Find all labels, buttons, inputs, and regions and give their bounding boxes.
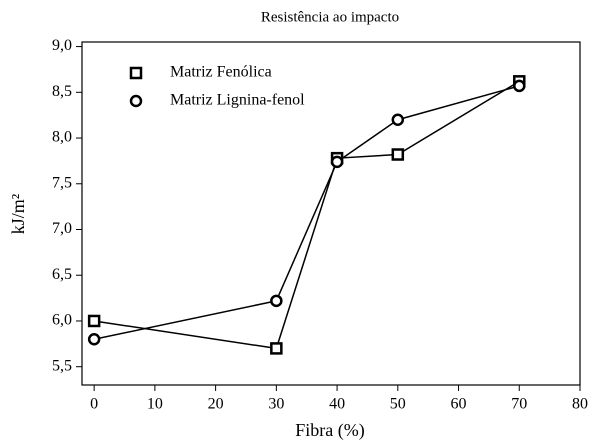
y-tick-label: 9,0: [52, 37, 72, 54]
x-tick-label: 0: [90, 396, 98, 413]
x-tick-label: 10: [147, 396, 163, 413]
x-tick-label: 80: [572, 396, 588, 413]
x-tick-label: 70: [511, 396, 527, 413]
plot-frame: [81, 41, 581, 386]
y-tick-label: 8,0: [52, 129, 72, 146]
series-line: [93, 85, 520, 341]
legend-marker: [129, 94, 143, 108]
x-tick-label: 60: [451, 396, 467, 413]
y-tick-label: 6,0: [52, 312, 72, 329]
series-line: [94, 80, 520, 350]
x-axis-label: Fibra (%): [295, 420, 364, 441]
y-tick-label: 6,5: [52, 266, 72, 283]
x-tick-label: 50: [390, 396, 406, 413]
legend-label: Matriz Lignina-fenol: [170, 92, 305, 109]
y-tick-label: 7,5: [52, 174, 72, 191]
x-tick-label: 40: [329, 396, 345, 413]
data-point: [391, 113, 405, 126]
data-point: [87, 333, 101, 346]
chart-title: Resistência ao impacto: [261, 9, 399, 25]
x-tick-label: 30: [268, 396, 284, 413]
legend-label: Matriz Fenólica: [170, 64, 272, 81]
legend-marker: [129, 66, 143, 80]
data-point: [330, 155, 344, 169]
data-point: [270, 294, 283, 308]
data-point: [270, 342, 283, 355]
y-tick-label: 8,5: [52, 83, 72, 100]
x-tick-label: 20: [208, 396, 224, 413]
data-point: [391, 148, 405, 161]
y-tick-label: 5,5: [52, 357, 72, 374]
y-tick-label: 7,0: [52, 220, 72, 237]
data-point: [513, 79, 526, 93]
data-point: [87, 314, 101, 328]
y-axis-label: kJ/m²: [8, 194, 28, 234]
